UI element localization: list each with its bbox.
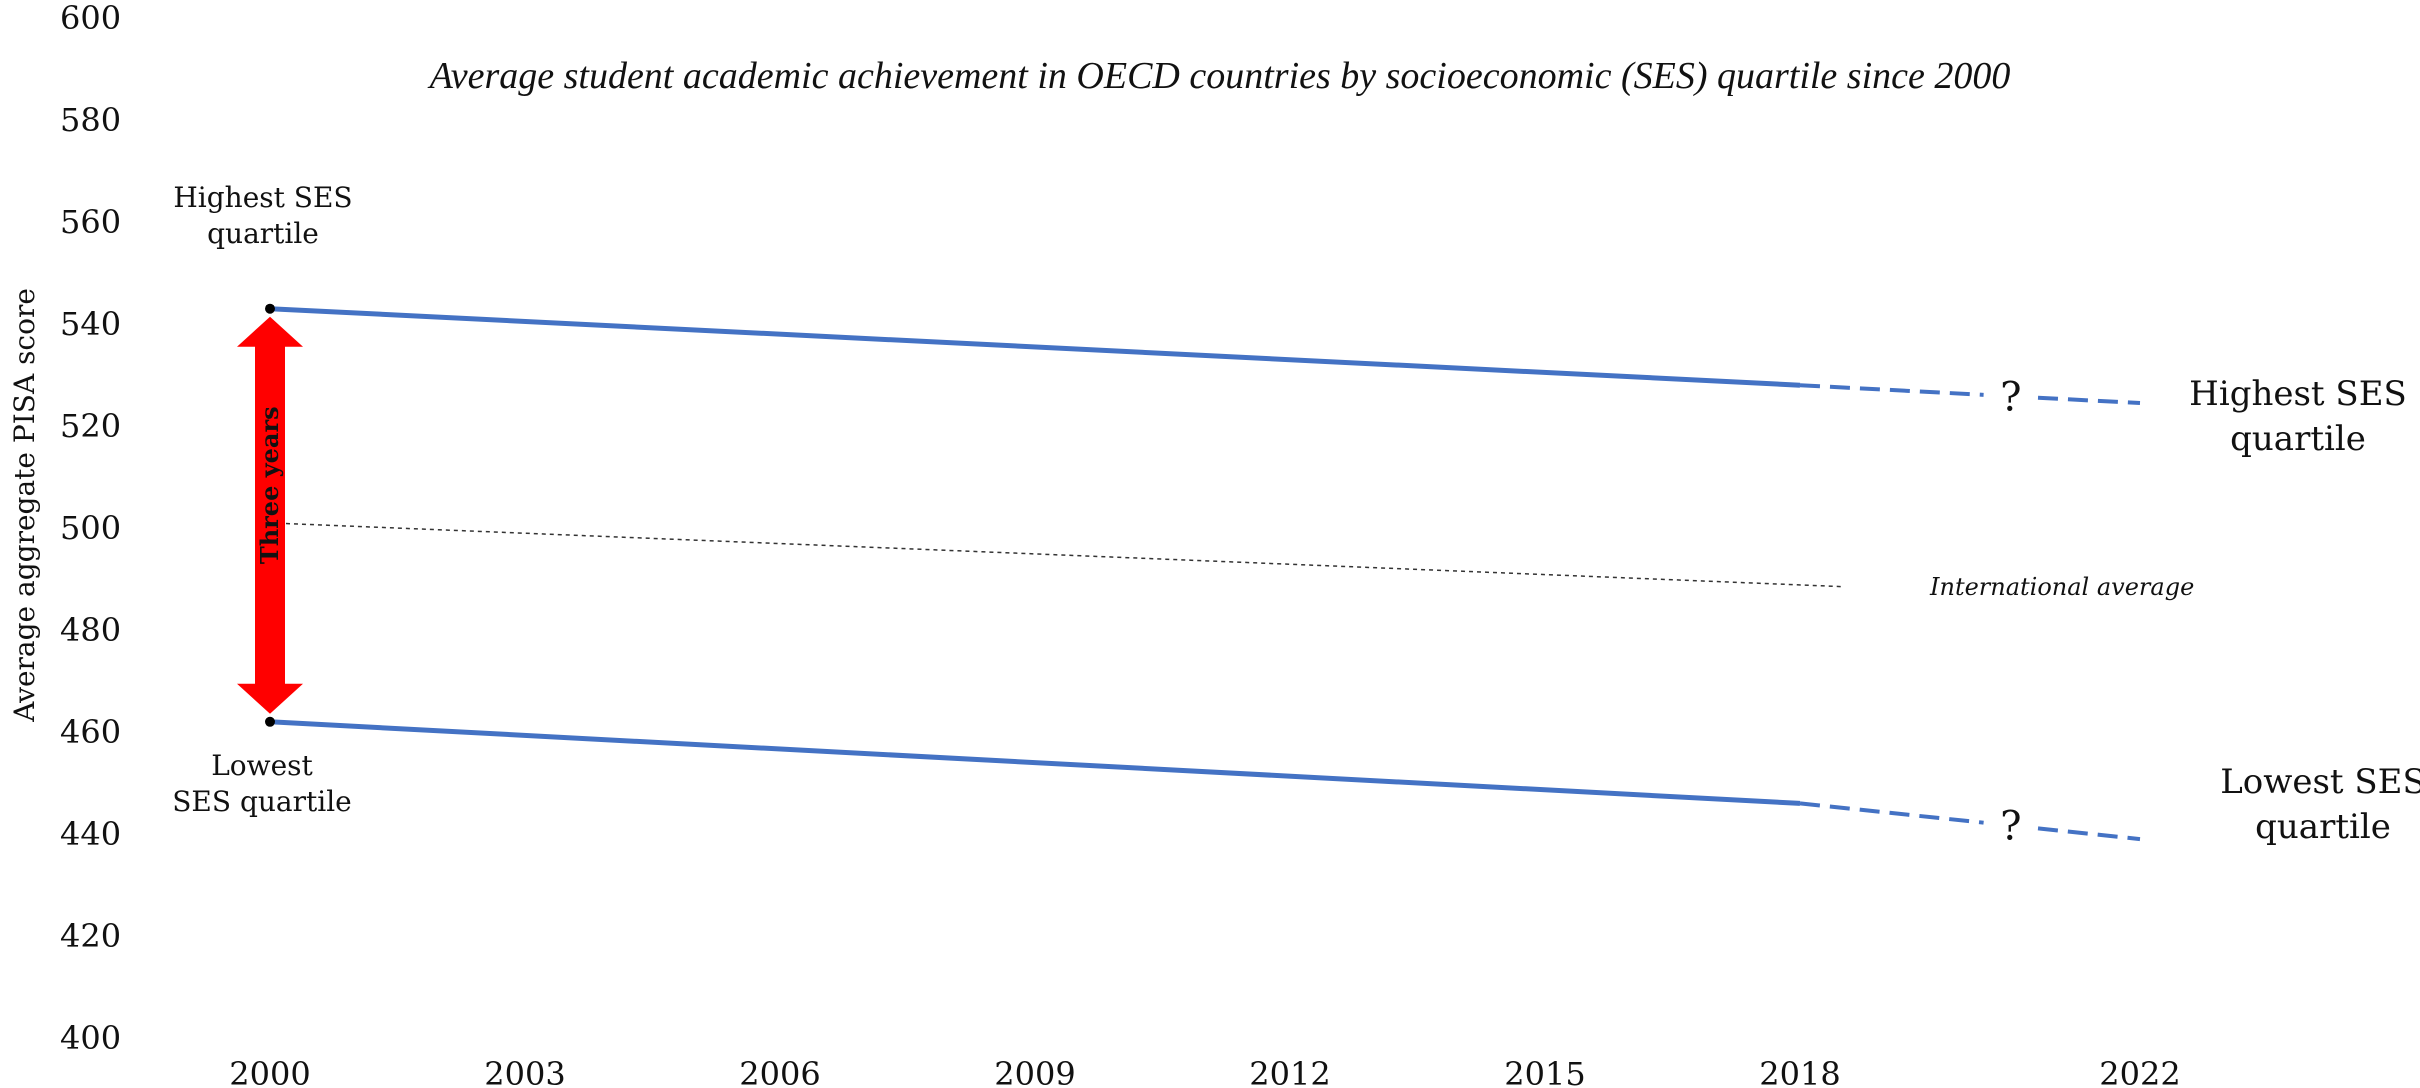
gap-arrow — [237, 316, 303, 714]
start-point — [265, 303, 275, 314]
gap-label: Three years — [255, 406, 284, 564]
y-tick-label: 560 — [60, 203, 121, 241]
start-point — [265, 716, 275, 727]
y-tick-label: 400 — [60, 1019, 121, 1057]
y-tick-label: 460 — [60, 713, 121, 751]
y-tick-label: 520 — [60, 407, 121, 445]
series-line — [269, 306, 1801, 388]
x-tick-label: 2000 — [229, 1055, 310, 1088]
lowest-ses-start-label-line: SES quartile — [172, 785, 351, 818]
lowest-ses-start-label: Lowest SES quartile — [172, 749, 351, 818]
y-axis-label: Average aggregate PISA score — [8, 288, 41, 723]
x-tick-label: 2012 — [1249, 1055, 1330, 1088]
highest-ses-start-label-line: quartile — [207, 217, 319, 250]
series-lines: ?? — [265, 303, 2141, 850]
highest-ses-end-label-line: quartile — [2230, 419, 2366, 459]
lowest-ses-end-label-line: quartile — [2255, 807, 2391, 847]
x-tick-label: 2015 — [1504, 1055, 1585, 1088]
highest-ses-start-label-line: Highest SES — [173, 181, 352, 214]
projection-line — [2037, 395, 2141, 406]
highest-ses-end-label: Highest SES quartile — [2189, 374, 2407, 459]
y-tick-label: 540 — [60, 305, 121, 343]
y-tick-label: 440 — [60, 815, 121, 853]
projection-line — [1799, 383, 1984, 397]
y-axis-ticks: 400 420 440 460 480 500 520 540 560 580 600 — [60, 0, 121, 1057]
lowest-ses-end-label-line: Lowest SES — [2220, 762, 2420, 802]
y-tick-label: 500 — [60, 509, 121, 547]
x-tick-label: 2022 — [2099, 1055, 2180, 1088]
gap-annotation: Three years — [237, 316, 303, 714]
y-tick-label: 420 — [60, 917, 121, 955]
highest-ses-start-label: Highest SES quartile — [173, 181, 352, 250]
y-tick-label: 600 — [60, 0, 121, 37]
x-tick-label: 2018 — [1759, 1055, 1840, 1088]
international-average-label: International average — [1929, 573, 2194, 601]
projection-line — [1799, 801, 1984, 825]
lowest-ses-end-label: Lowest SES quartile — [2220, 762, 2420, 847]
x-tick-label: 2009 — [994, 1055, 1075, 1088]
x-tick-label: 2003 — [484, 1055, 565, 1088]
lowest-ses-start-label-line: Lowest — [211, 749, 313, 782]
international-average-line — [269, 522, 1843, 588]
y-tick-label: 580 — [60, 101, 121, 139]
highest-ses-end-label-line: Highest SES — [2189, 374, 2407, 414]
series-line — [269, 719, 1801, 806]
projection-line — [2037, 826, 2141, 842]
x-tick-label: 2006 — [739, 1055, 820, 1088]
chart-title: Average student academic achievement in … — [427, 55, 2011, 97]
projection-question-mark: ? — [2000, 374, 2021, 420]
y-tick-label: 480 — [60, 611, 121, 649]
projection-question-mark: ? — [2000, 804, 2021, 850]
x-axis-ticks: 2000 2003 2006 2009 2012 2015 2018 2022 — [229, 1055, 2180, 1088]
